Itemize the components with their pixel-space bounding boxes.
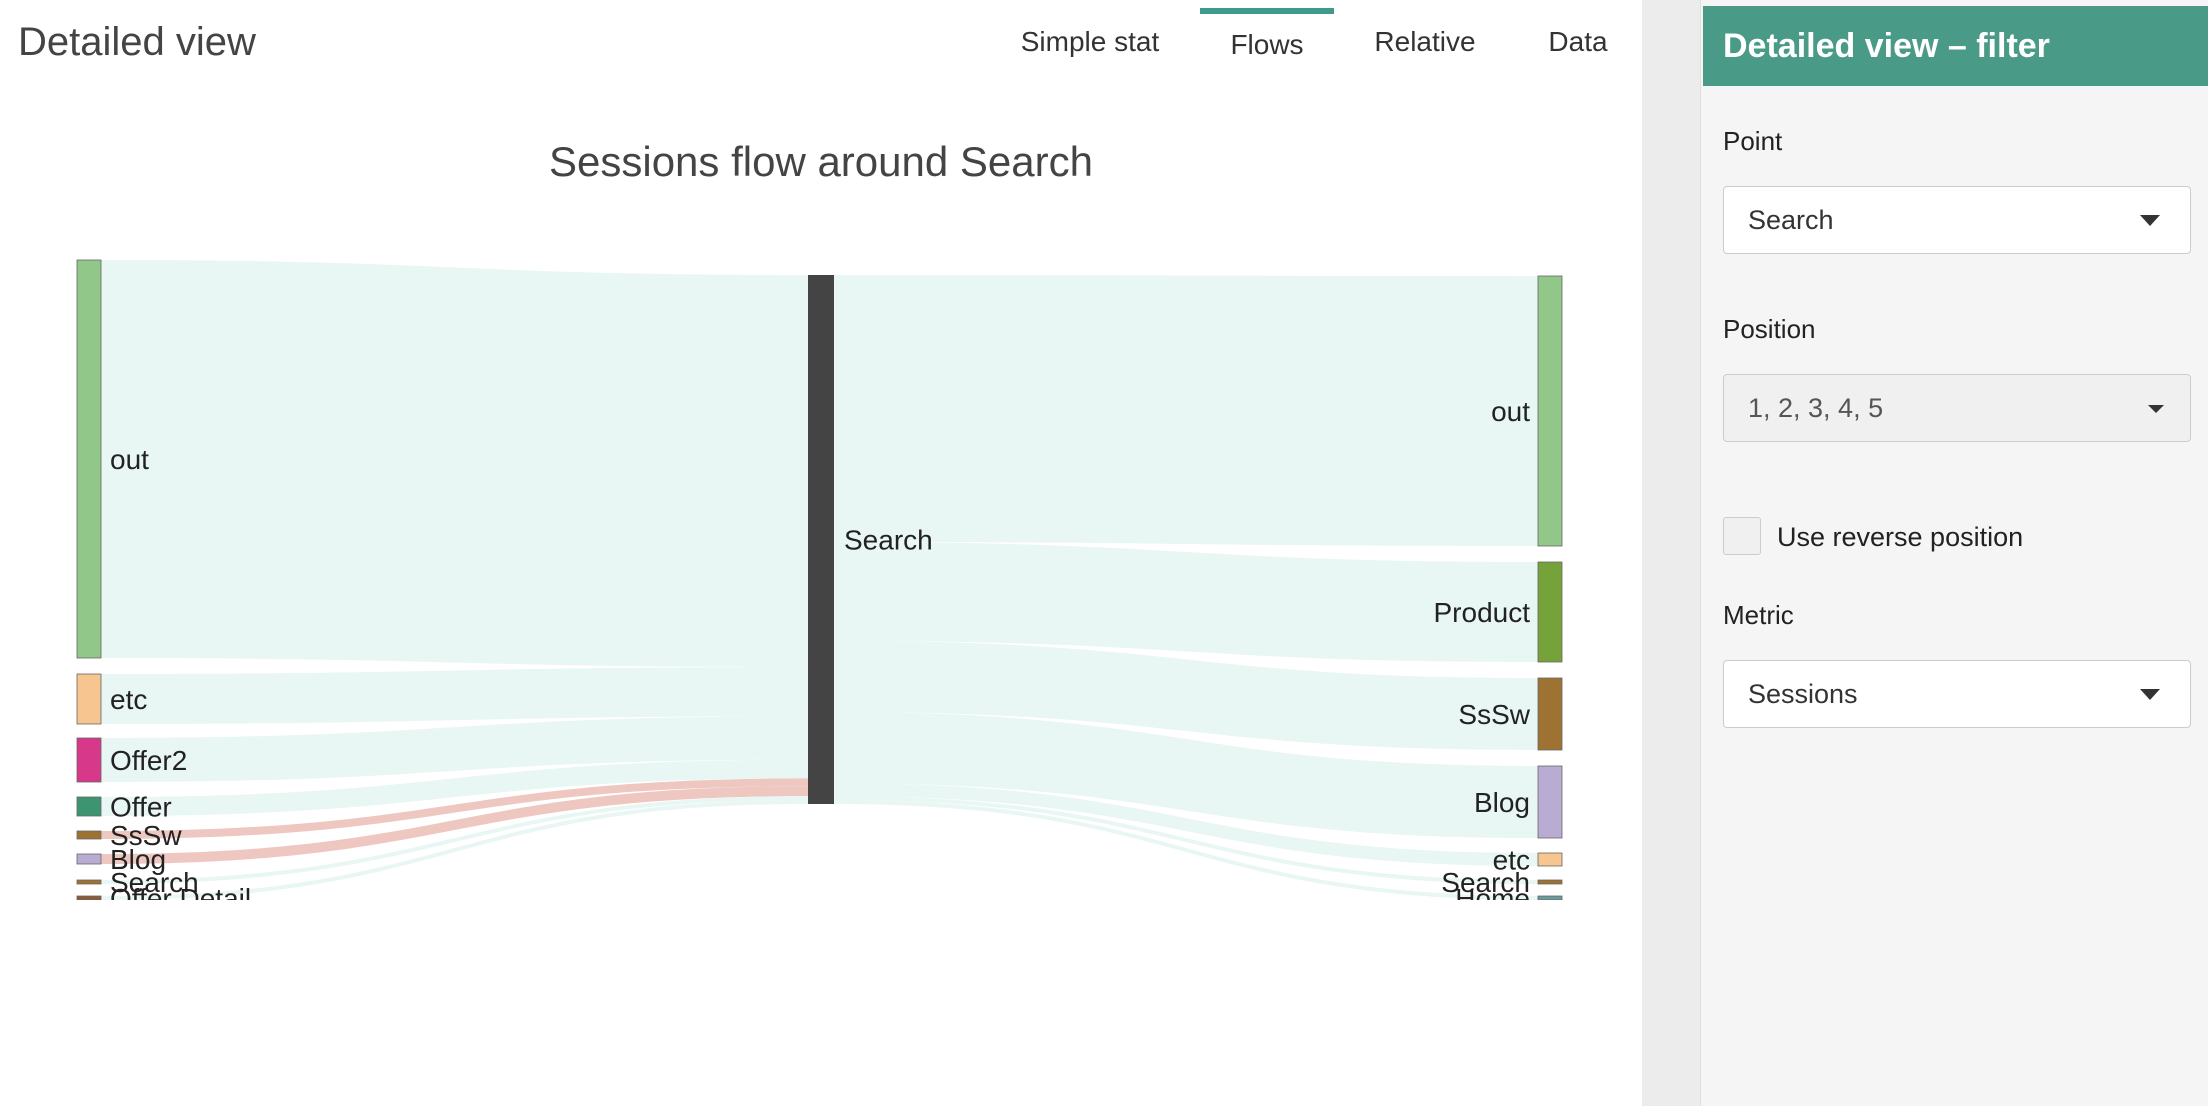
metric-label: Metric <box>1723 600 1794 630</box>
sankey-link-out <box>834 640 1538 750</box>
point-label: Point <box>1723 126 1783 156</box>
chart-title: Sessions flow around Search <box>549 138 1093 185</box>
tab-relative[interactable]: Relative <box>1374 26 1476 57</box>
sankey-label-left: Blog <box>110 844 166 875</box>
sankey-label-left: Offer Detail <box>110 883 251 914</box>
sankey-label-left: out <box>110 444 149 475</box>
sankey-links <box>101 260 1538 900</box>
chevron-down-icon <box>2148 405 2164 413</box>
sankey-node-left <box>76 796 102 817</box>
sankey-node-right <box>1537 275 1563 547</box>
sankey-link-in <box>101 667 808 724</box>
sankey-node-right <box>1537 895 1563 900</box>
sankey-label-right: Blog <box>1474 787 1530 818</box>
sankey-link-in <box>101 716 808 782</box>
filter-sidebar: Detailed view – filter Point Search Posi… <box>1700 0 2208 1106</box>
sankey-link-in <box>101 786 808 864</box>
metric-select[interactable]: Sessions <box>1723 660 2191 728</box>
sankey-node-left <box>76 737 102 783</box>
sankey-label-center: Search <box>844 525 933 556</box>
sankey-link-in <box>101 796 808 884</box>
chevron-down-icon <box>2140 215 2160 226</box>
sankey-link-out <box>834 783 1538 866</box>
sankey-link-out <box>834 712 1538 838</box>
sankey-label-left: Offer <box>110 792 172 823</box>
sankey-link-out <box>834 541 1538 662</box>
sankey-label-right: Product <box>1434 597 1531 628</box>
sankey-node-right <box>1537 561 1563 663</box>
metric-value: Sessions <box>1748 678 1858 709</box>
tab-flows[interactable]: Flows <box>1200 8 1334 76</box>
sankey-label-left: etc <box>110 684 147 715</box>
sankey-label-left: Offer2 <box>110 745 187 776</box>
sankey-label-right: out <box>1491 396 1530 427</box>
sankey-node-right <box>1537 852 1563 867</box>
sankey-node-left <box>76 259 102 659</box>
sankey-label-right: Search <box>1441 867 1530 898</box>
sankey-node-left <box>76 830 102 840</box>
sankey-label-right: Home <box>1455 883 1530 914</box>
sankey-label-left: Search <box>110 867 199 898</box>
sankey-link-in <box>101 759 808 816</box>
sankey-node-right <box>1537 879 1563 885</box>
sankey-link-out <box>834 275 1538 546</box>
position-select[interactable]: 1, 2, 3, 4, 5 <box>1723 374 2191 442</box>
sidebar-title: Detailed view – filter <box>1703 6 2208 86</box>
reverse-position-label: Use reverse position <box>1777 522 2024 552</box>
sankey-node-right <box>1537 765 1563 839</box>
sankey-node-left <box>76 879 102 885</box>
reverse-position-checkbox[interactable] <box>1723 517 1761 555</box>
sankey-link-out <box>834 800 1538 900</box>
sankey-link-in <box>101 800 808 900</box>
sankey-link-in <box>101 260 808 668</box>
sankey-label-left: SsSw <box>110 820 182 851</box>
sankey-link-out <box>834 796 1538 884</box>
tab-data[interactable]: Data <box>1548 26 1608 57</box>
tab-simple-stat[interactable]: Simple stat <box>1020 26 1160 57</box>
sankey-link-in <box>101 778 808 839</box>
position-label: Position <box>1723 314 1816 344</box>
position-value: 1, 2, 3, 4, 5 <box>1748 392 1884 423</box>
point-value: Search <box>1748 204 1834 235</box>
sankey-label-right: etc <box>1493 845 1530 876</box>
sankey-node-left <box>76 895 102 900</box>
main-panel: Detailed view Simple stat Flows Relative… <box>0 0 1642 1106</box>
sankey-node-right <box>1537 677 1563 751</box>
chevron-down-icon <box>2140 689 2160 700</box>
sankey-label-right: SsSw <box>1458 699 1530 730</box>
sankey-node-left <box>76 673 102 725</box>
sankey-nodes <box>76 259 1563 900</box>
page-title: Detailed view <box>18 20 256 64</box>
sankey-node-left <box>76 853 102 865</box>
point-select[interactable]: Search <box>1723 186 2191 254</box>
sankey-node-center <box>808 275 834 804</box>
